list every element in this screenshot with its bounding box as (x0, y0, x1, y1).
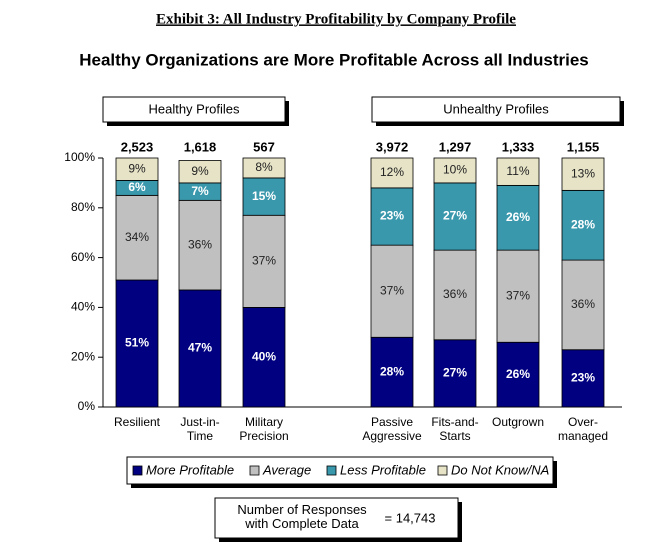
value-label: 26% (506, 367, 530, 381)
x-tick-label: Passive Aggressive (362, 415, 422, 443)
value-label: 51% (125, 336, 149, 350)
value-label: 37% (252, 254, 276, 268)
bar-segment (115, 157, 159, 181)
legend-swatch (132, 465, 143, 476)
value-label: 40% (252, 349, 276, 363)
group-box (102, 96, 286, 123)
bar-segment (370, 157, 414, 189)
value-label: 12% (380, 165, 404, 179)
legend-label: Do Not Know/NA (451, 462, 549, 477)
value-label: 34% (125, 230, 149, 244)
value-label: 11% (506, 164, 529, 178)
x-tick-label: Resilient (114, 415, 161, 429)
note-box (214, 497, 459, 539)
x-tick-label: Fits-and-Starts (431, 415, 478, 443)
count-label: 2,523 (121, 139, 154, 154)
bar-segment (178, 289, 222, 408)
value-label: 23% (571, 371, 595, 385)
chart-title: Healthy Organizations are More Profitabl… (79, 50, 589, 69)
count-label: 1,618 (184, 139, 217, 154)
value-label: 27% (443, 366, 467, 380)
y-tick-label: 60% (71, 250, 95, 264)
value-label: 9% (128, 161, 146, 175)
count-label: 3,972 (376, 139, 409, 154)
y-tick-label: 40% (71, 300, 95, 314)
note-value: = 14,743 (385, 510, 436, 525)
value-label: 47% (188, 341, 212, 355)
value-label: 36% (188, 237, 212, 251)
value-label: 23% (380, 209, 404, 223)
value-label: 28% (571, 217, 595, 231)
value-label: 9% (191, 164, 209, 178)
value-label: 36% (443, 287, 467, 301)
x-tick-label: Outgrown (492, 415, 544, 429)
bar-segment (496, 184, 540, 251)
bar-segment (496, 341, 540, 408)
bar-segment (115, 194, 159, 281)
count-label: 1,297 (439, 139, 472, 154)
value-label: 6% (128, 180, 146, 194)
bar-segment (115, 279, 159, 408)
bar-segment (178, 160, 222, 184)
value-label: 36% (571, 297, 595, 311)
group-box (371, 96, 621, 123)
legend-label: Less Profitable (340, 462, 426, 477)
bar-segment (242, 157, 286, 179)
bar-segment (242, 306, 286, 408)
value-label: 7% (191, 184, 209, 198)
value-label: 28% (380, 364, 404, 378)
y-tick-label: 20% (71, 349, 95, 363)
bar-segment (561, 157, 605, 191)
exhibit-title: Exhibit 3: All Industry Profitability by… (156, 11, 516, 27)
legend-box (126, 456, 554, 485)
count-label: 567 (253, 139, 275, 154)
bar-segment (561, 259, 605, 351)
bar-segment (242, 214, 286, 308)
note-label: Number of Responses with Complete Data (237, 502, 367, 531)
x-tick-label: Over-managed (558, 415, 608, 443)
bar-segment (433, 339, 477, 408)
y-tick-label: 100% (64, 150, 95, 164)
legend-swatch (326, 465, 337, 476)
x-tick-label: Military Precision (239, 415, 288, 443)
value-label: 15% (252, 189, 276, 203)
value-label: 37% (506, 288, 530, 302)
y-tick-label: 0% (78, 399, 96, 413)
value-label: 27% (443, 209, 467, 223)
bar-segment (433, 182, 477, 251)
legend-swatch (437, 465, 448, 476)
bar-segment (496, 249, 540, 343)
bar-segment (370, 187, 414, 246)
value-label: 37% (380, 283, 404, 297)
y-tick-label: 80% (71, 200, 95, 214)
legend-label: More Profitable (146, 462, 234, 477)
bar-segment (433, 157, 477, 184)
bar-segment (242, 177, 286, 216)
bar-segment (433, 249, 477, 341)
value-label: 13% (571, 166, 595, 180)
bar-segment (370, 244, 414, 338)
bar-segment (496, 157, 540, 186)
value-label: 10% (443, 163, 467, 177)
x-tick-label: Just-in-Time (180, 415, 219, 443)
group-label: Healthy Profiles (148, 101, 240, 116)
group-label: Unhealthy Profiles (443, 101, 549, 116)
count-label: 1,155 (567, 139, 600, 154)
value-label: 26% (506, 210, 530, 224)
legend-label: Average (262, 462, 311, 477)
value-label: 8% (255, 160, 273, 174)
legend-swatch (249, 465, 260, 476)
bar-segment (370, 336, 414, 408)
count-label: 1,333 (502, 139, 535, 154)
